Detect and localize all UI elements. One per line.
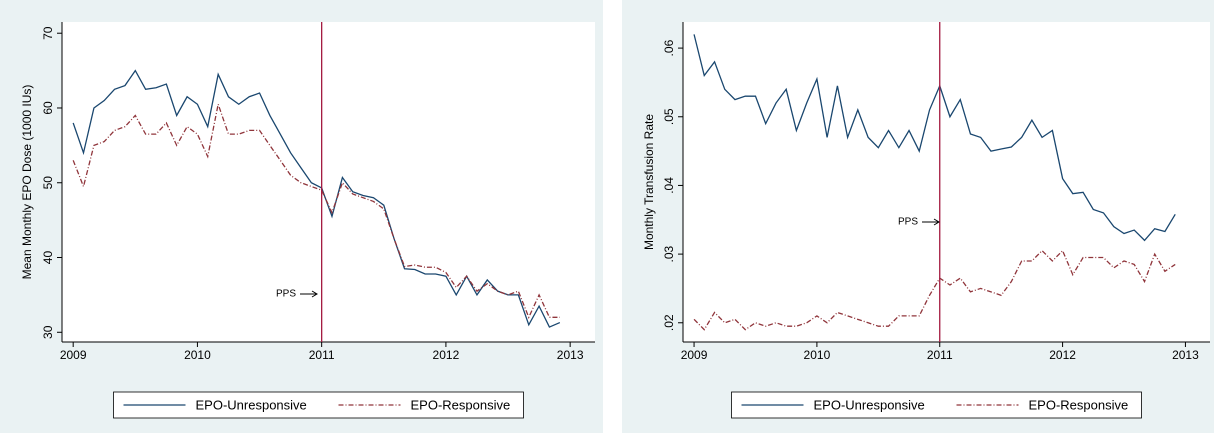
x-tick-label: 2009 — [681, 348, 708, 362]
annotation: PPS — [898, 217, 918, 228]
data-line — [72, 101, 560, 319]
annotation: PPS — [276, 289, 296, 300]
data-line — [693, 249, 1176, 331]
y-tick-label: 60 — [41, 101, 55, 115]
y-tick-label: .04 — [662, 177, 676, 194]
y-axis-title: Monthly Transfusion Rate — [642, 114, 656, 250]
data-line — [693, 34, 1176, 242]
legend-label: EPO-Unresponsive — [196, 397, 307, 412]
legend-label: EPO-Unresponsive — [814, 397, 925, 412]
x-tick-label: 2010 — [804, 348, 831, 362]
x-tick-label: 2009 — [60, 348, 87, 362]
x-tick-label: 2010 — [184, 348, 211, 362]
y-tick-label: .06 — [662, 39, 676, 56]
data-line — [72, 69, 561, 328]
y-tick-label: .05 — [662, 108, 676, 125]
plot-area — [62, 22, 595, 342]
y-axis-title: Mean Monthly EPO Dose (1000 IUs) — [20, 85, 34, 280]
legend-label: EPO-Responsive — [1029, 397, 1129, 412]
y-tick-label: 50 — [41, 176, 55, 190]
y-tick-label: .03 — [662, 245, 676, 262]
plot-area — [683, 22, 1210, 342]
y-tick-label: 30 — [41, 325, 55, 339]
x-tick-label: 2011 — [309, 348, 335, 362]
x-tick-label: 2012 — [1049, 348, 1076, 362]
y-tick-label: 40 — [41, 251, 55, 265]
y-tick-label: 70 — [41, 26, 55, 40]
x-tick-label: 2012 — [433, 348, 460, 362]
x-tick-label: 2011 — [927, 348, 953, 362]
y-tick-label: .02 — [662, 314, 676, 331]
x-tick-label: 2013 — [1172, 348, 1199, 362]
annotation-arrow — [300, 290, 318, 298]
annotation-arrow — [922, 218, 940, 226]
legend-label: EPO-Responsive — [411, 397, 511, 412]
x-tick-label: 2013 — [557, 348, 584, 362]
